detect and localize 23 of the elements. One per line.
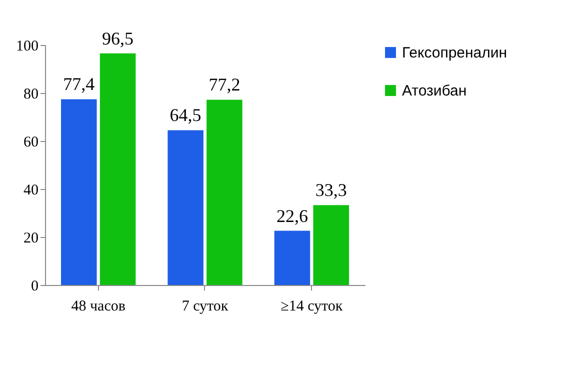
data-label: 77,2 [208,74,240,95]
data-label: 64,5 [170,105,202,126]
legend-label: Атозибан [402,82,467,100]
x-tick-label: 48 часов [71,298,126,314]
x-tick-label: 7 суток [182,298,229,314]
bar [206,100,242,285]
y-tick-label: 80 [24,86,38,102]
bar [274,230,310,285]
y-tick-label: 0 [31,278,38,294]
data-label: 96,5 [102,28,134,48]
y-tick-label: 20 [24,230,38,246]
x-tick-label: ≥14 суток [280,298,344,314]
data-label: 33,3 [315,180,347,200]
bar [100,53,136,285]
legend-label: Гексопреналин [402,44,508,62]
bar [313,205,349,285]
y-tick-label: 60 [24,134,38,150]
y-tick-label: 40 [24,182,38,198]
data-label: 77,4 [63,74,95,94]
bar [61,99,97,285]
data-label: 22,6 [276,206,308,226]
y-tick-label: 100 [16,38,38,54]
bar [168,130,204,285]
